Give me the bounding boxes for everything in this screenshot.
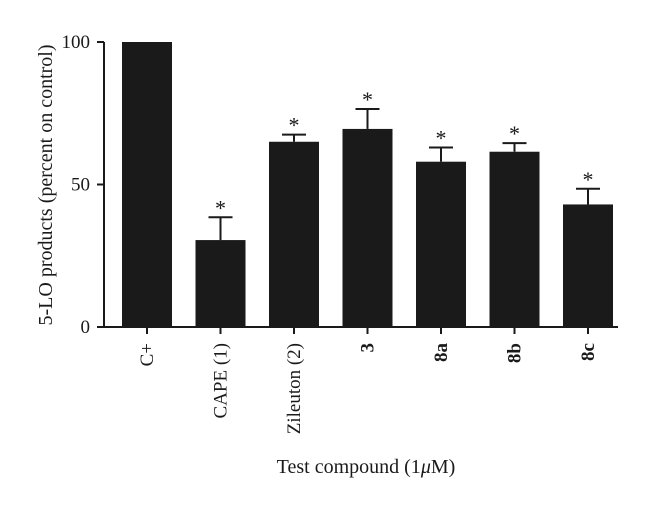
- x-axis-title-prefix: Test compound (1: [277, 456, 421, 478]
- bars: * * * * * *: [122, 42, 613, 327]
- y-tick-label: 50: [71, 175, 90, 196]
- x-tick-label: CAPE (1): [211, 343, 232, 418]
- bar: [416, 161, 466, 327]
- y-axis-title: 5-LO products (percent on control): [35, 44, 57, 325]
- bar: [269, 141, 319, 327]
- bar: [122, 42, 172, 327]
- x-tick-label: 8c: [578, 343, 599, 361]
- x-axis-title-mu: μ: [420, 456, 431, 478]
- x-tick-label: 3: [358, 343, 379, 353]
- significance-marker: *: [215, 195, 226, 220]
- x-axis-title-suffix: M): [431, 456, 455, 478]
- bar: [489, 151, 540, 327]
- x-axis-title: Test compound (1μM): [277, 456, 456, 478]
- bar: [563, 204, 613, 327]
- y-tick-label: 100: [62, 32, 91, 53]
- significance-marker: *: [289, 113, 300, 138]
- significance-marker: *: [509, 121, 520, 146]
- x-tick-labels: C+ CAPE (1) Zileuton (2) 3 8a 8b 8c: [137, 327, 599, 434]
- x-tick-label: Zileuton (2): [284, 343, 305, 434]
- bar: [342, 128, 393, 327]
- bar: [195, 240, 246, 327]
- significance-marker: *: [436, 125, 447, 150]
- significance-marker: *: [362, 87, 373, 112]
- x-tick-label: 8b: [505, 343, 526, 363]
- x-tick-label: 8a: [431, 343, 452, 363]
- significance-marker: *: [583, 167, 594, 192]
- x-tick-label: C+: [137, 343, 158, 366]
- y-tick-label: 0: [81, 317, 91, 338]
- y-ticks: 0 50 100: [62, 32, 104, 338]
